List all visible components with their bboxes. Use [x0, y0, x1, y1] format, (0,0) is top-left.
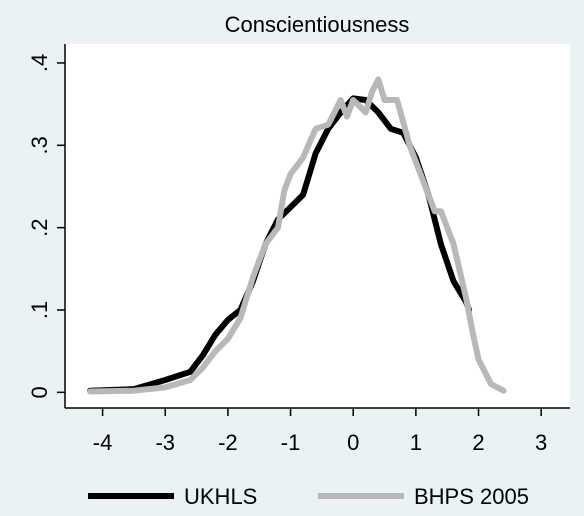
y-tick-label: .3: [27, 136, 52, 154]
x-tick-label: -4: [93, 430, 113, 455]
line: [87, 76, 507, 395]
x-tick-label: 2: [472, 430, 484, 455]
y-tick-label: .4: [27, 54, 52, 72]
y-tick-label: .1: [27, 301, 52, 319]
x-tick-label: 0: [347, 430, 359, 455]
legend-label: UKHLS: [184, 484, 257, 509]
x-tick-label: 1: [410, 430, 422, 455]
x-tick-label: -2: [218, 430, 238, 455]
x-tick-label: 3: [535, 430, 547, 455]
plot-area: [65, 44, 570, 408]
x-tick-label: -3: [155, 430, 175, 455]
y-tick-label: 0: [27, 386, 52, 398]
y-tick-label: .2: [27, 218, 52, 236]
legend-label: BHPS 2005: [414, 484, 529, 509]
x-tick-label: -1: [281, 430, 301, 455]
chart-title: Conscientiousness: [225, 12, 410, 37]
